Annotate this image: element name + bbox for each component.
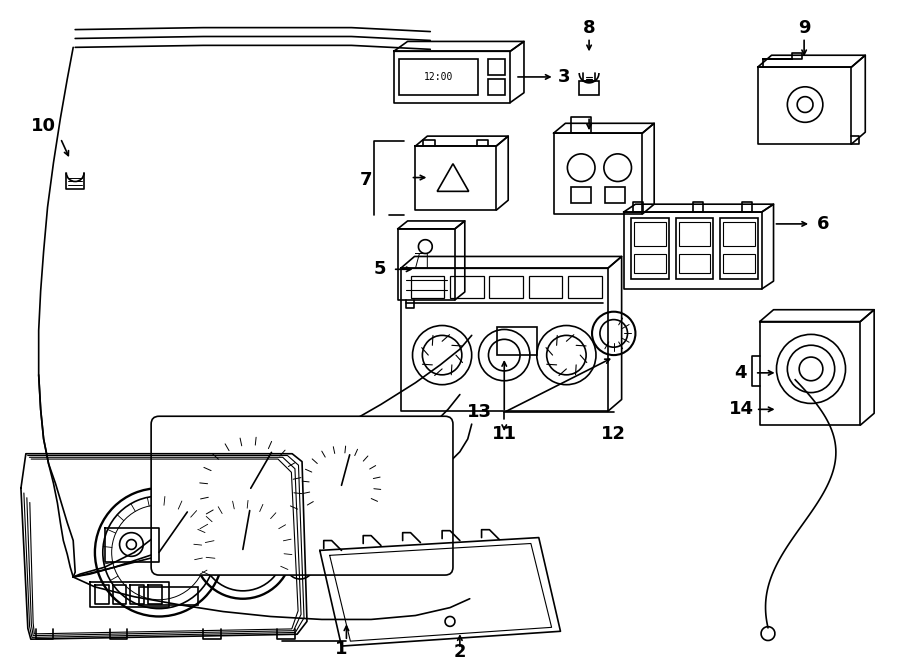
Text: 6: 6	[816, 215, 829, 233]
Text: 7: 7	[360, 171, 373, 188]
Text: 9: 9	[798, 19, 810, 36]
Text: 8: 8	[583, 19, 596, 36]
Bar	[679, 254, 710, 273]
Text: 14: 14	[728, 401, 753, 418]
Bar	[410, 276, 444, 298]
Bar	[529, 276, 562, 298]
Bar	[569, 276, 602, 298]
Bar	[679, 222, 710, 246]
Text: 10: 10	[32, 117, 56, 136]
Bar	[223, 498, 287, 516]
Bar	[489, 59, 505, 75]
Bar	[634, 254, 666, 273]
Bar	[399, 59, 478, 95]
Text: 5: 5	[374, 260, 386, 278]
Bar	[676, 218, 714, 279]
FancyBboxPatch shape	[151, 416, 453, 575]
Bar	[490, 276, 523, 298]
Text: 4: 4	[734, 364, 746, 382]
Text: 12:00: 12:00	[424, 72, 453, 82]
Bar	[140, 587, 199, 605]
Text: 2: 2	[454, 643, 466, 661]
Bar	[450, 276, 483, 298]
Bar	[498, 327, 536, 355]
Text: 11: 11	[491, 425, 517, 443]
Text: 13: 13	[467, 403, 492, 421]
Bar	[720, 218, 758, 279]
Bar	[572, 188, 591, 203]
Bar	[724, 254, 755, 273]
Text: 1: 1	[335, 640, 347, 658]
Bar	[580, 81, 598, 95]
Bar	[489, 79, 505, 95]
Bar	[605, 188, 625, 203]
Text: 12: 12	[601, 425, 626, 443]
Bar	[632, 218, 669, 279]
Text: 3: 3	[558, 68, 571, 86]
Bar	[724, 222, 755, 246]
Bar	[634, 222, 666, 246]
